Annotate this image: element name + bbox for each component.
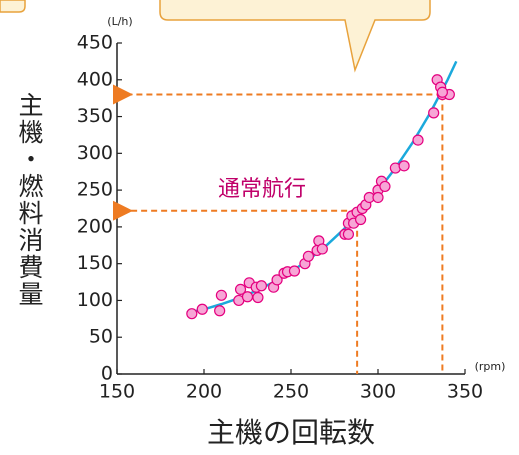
x-tick-label: 350 bbox=[447, 381, 483, 403]
point bbox=[289, 266, 299, 276]
x-unit: (rpm) bbox=[475, 360, 506, 373]
x-tick-label: 150 bbox=[99, 381, 135, 403]
speech-bubble bbox=[160, 0, 430, 70]
point bbox=[187, 309, 197, 319]
y-tick-label: 400 bbox=[77, 68, 113, 90]
x-tick-label: 300 bbox=[360, 381, 396, 403]
x-tick-label: 250 bbox=[273, 381, 309, 403]
corner-box bbox=[0, 0, 25, 12]
point bbox=[215, 306, 225, 316]
y-tick-label: 200 bbox=[77, 215, 113, 237]
y-tick-label: 250 bbox=[77, 179, 113, 201]
y-tick-label: 100 bbox=[77, 289, 113, 311]
point bbox=[303, 251, 313, 261]
y-tick-label: 150 bbox=[77, 252, 113, 274]
point bbox=[429, 108, 439, 118]
annotation: 通常航行 bbox=[218, 177, 306, 202]
point bbox=[243, 292, 253, 302]
y-tick-label: 300 bbox=[77, 142, 113, 164]
point bbox=[216, 290, 226, 300]
y-tick-label: 450 bbox=[77, 32, 113, 54]
y-tick-label: 350 bbox=[77, 105, 113, 127]
x-axis-label: 主機の回転数 bbox=[207, 416, 375, 449]
point bbox=[256, 281, 266, 291]
point bbox=[197, 304, 207, 314]
y-axis-label: 主機・燃料消費量 bbox=[15, 92, 44, 308]
point bbox=[380, 181, 390, 191]
y-tick-label: 50 bbox=[89, 326, 113, 348]
chart: 主機・燃料消費量 主機の回転数 (L/h) (rpm) 050100150200… bbox=[0, 0, 519, 451]
point bbox=[343, 229, 353, 239]
point bbox=[317, 244, 327, 254]
point bbox=[399, 161, 409, 171]
y-unit: (L/h) bbox=[107, 15, 132, 28]
point bbox=[253, 293, 263, 303]
x-tick-label: 200 bbox=[186, 381, 222, 403]
point bbox=[413, 135, 423, 145]
point bbox=[373, 192, 383, 202]
point bbox=[437, 87, 447, 97]
point bbox=[356, 215, 366, 225]
